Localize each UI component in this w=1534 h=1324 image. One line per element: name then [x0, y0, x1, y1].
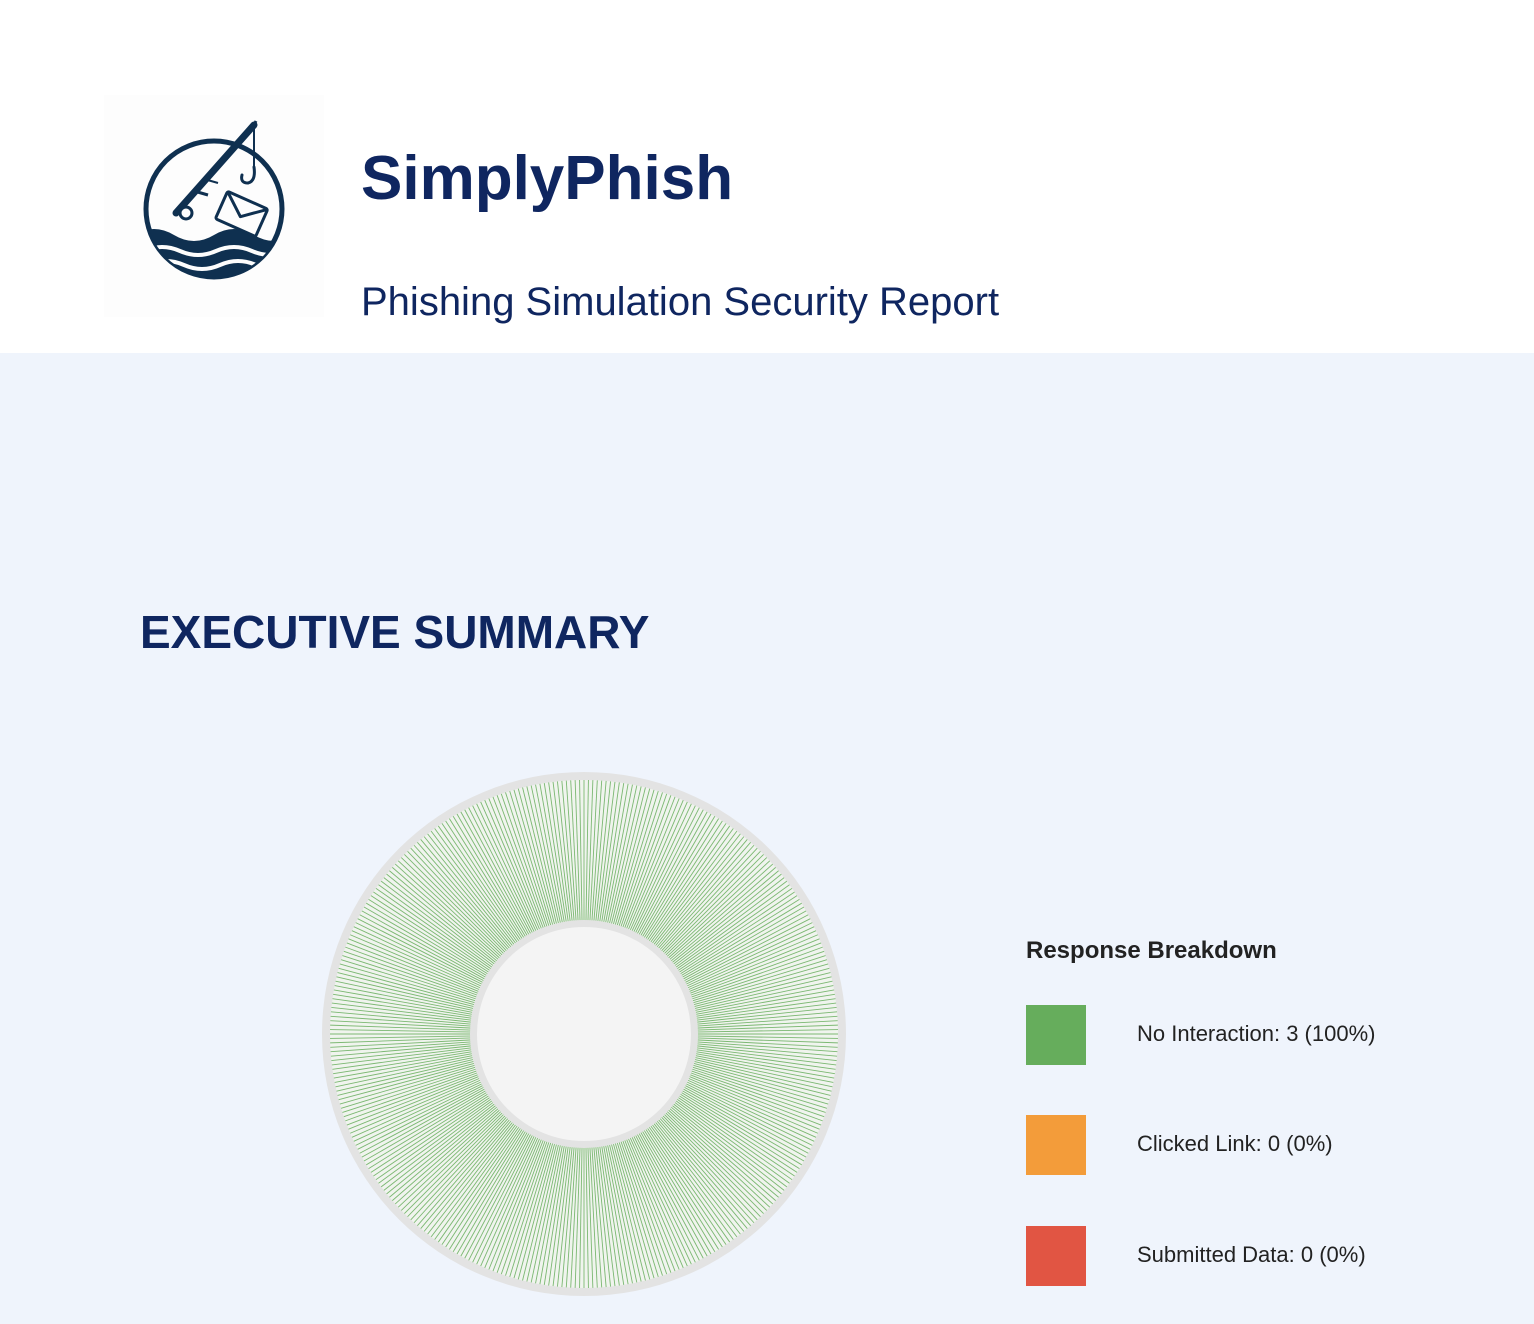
legend-title: Response Breakdown	[1026, 937, 1277, 964]
legend-swatch-submitted-data	[1026, 1226, 1086, 1286]
legend-label-clicked-link: Clicked Link: 0 (0%)	[1137, 1131, 1333, 1156]
fishing-rod-envelope-logo-icon	[143, 120, 285, 280]
section-title: EXECUTIVE SUMMARY	[140, 606, 650, 658]
report-header: SimplyPhish Phishing Simulation Security…	[0, 0, 1534, 353]
legend-item-clicked-link: Clicked Link: 0 (0%)	[1026, 1115, 1486, 1175]
legend-swatch-no-interaction	[1026, 1005, 1086, 1065]
brand-logo	[104, 95, 324, 317]
chart-legend: Response Breakdown No Interaction: 3 (10…	[1026, 936, 1486, 1286]
legend-label-no-interaction: No Interaction: 3 (100%)	[1137, 1021, 1376, 1046]
brand-title: SimplyPhish	[361, 144, 734, 213]
response-donut-chart	[316, 766, 852, 1302]
donut-slice-no-interaction	[330, 780, 838, 1288]
legend-item-no-interaction: No Interaction: 3 (100%)	[1026, 1005, 1486, 1065]
report-subtitle: Phishing Simulation Security Report	[361, 280, 1000, 324]
donut-hole	[477, 927, 691, 1141]
donut-chart-svg	[322, 772, 846, 1296]
legend-item-submitted-data: Submitted Data: 0 (0%)	[1026, 1226, 1486, 1286]
legend-label-submitted-data: Submitted Data: 0 (0%)	[1137, 1242, 1366, 1267]
legend-swatch-clicked-link	[1026, 1115, 1086, 1175]
